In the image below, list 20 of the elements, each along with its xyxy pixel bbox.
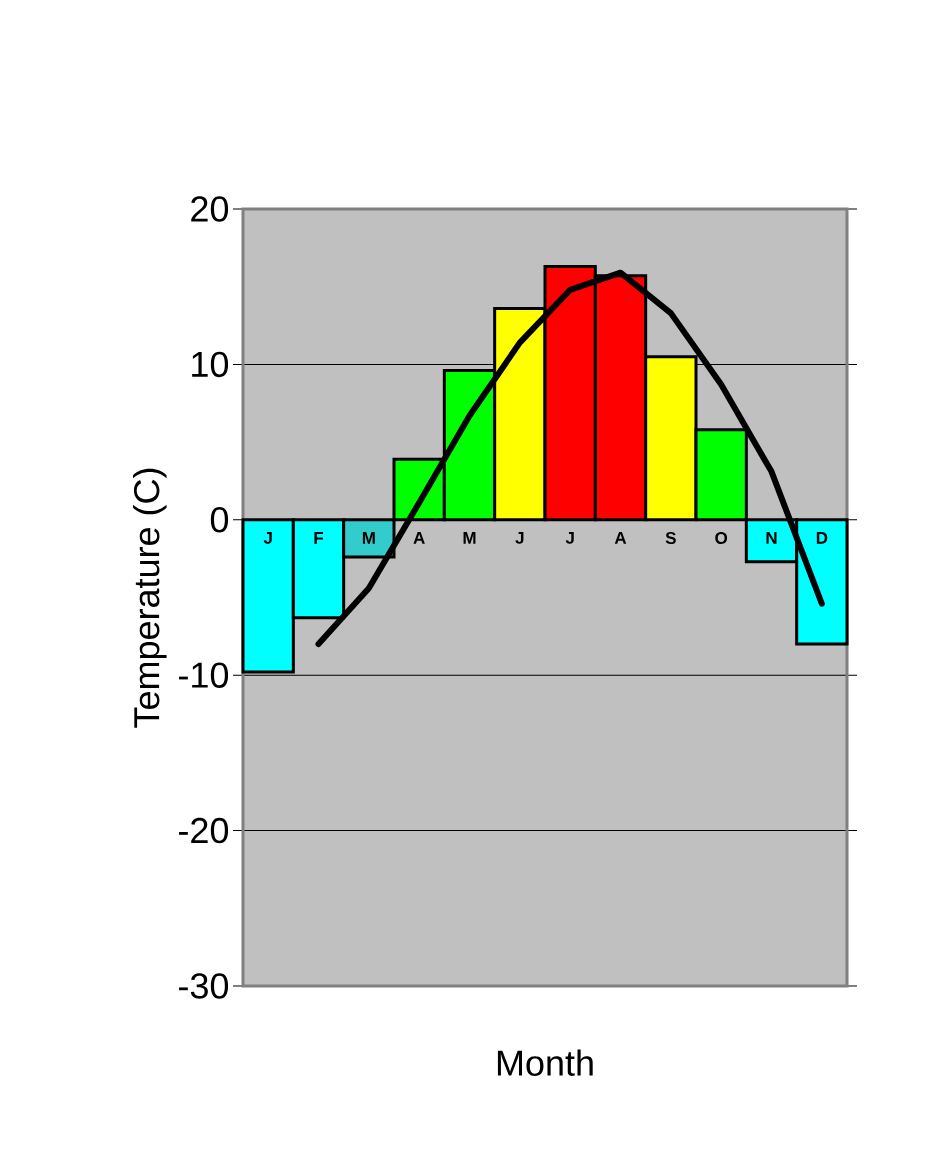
x-tick-label: J xyxy=(515,531,524,544)
x-tick-label: D xyxy=(816,531,828,544)
y-tick-label: 0 xyxy=(210,507,229,533)
x-tick-label: O xyxy=(715,532,728,545)
y-tick-label: -30 xyxy=(179,973,229,999)
x-tick-label: F xyxy=(314,531,324,544)
y-tick-label: 10 xyxy=(192,351,229,378)
x-tick-label: A xyxy=(413,531,425,544)
x-axis-title: Month xyxy=(497,1049,593,1076)
y-tick-label: -10 xyxy=(179,662,229,688)
y-axis-title: Temperature (C) xyxy=(133,468,167,728)
y-tick-label: -20 xyxy=(179,817,229,844)
x-tick-label: J xyxy=(263,531,272,544)
x-tick-label: M xyxy=(362,531,375,544)
x-tick-label: M xyxy=(463,531,476,544)
x-tick-label: N xyxy=(766,531,777,544)
x-tick-label: S xyxy=(665,532,676,545)
x-tick-label: A xyxy=(614,531,627,544)
x-tick-label: J xyxy=(565,531,574,544)
y-tick-label: 20 xyxy=(191,196,229,222)
